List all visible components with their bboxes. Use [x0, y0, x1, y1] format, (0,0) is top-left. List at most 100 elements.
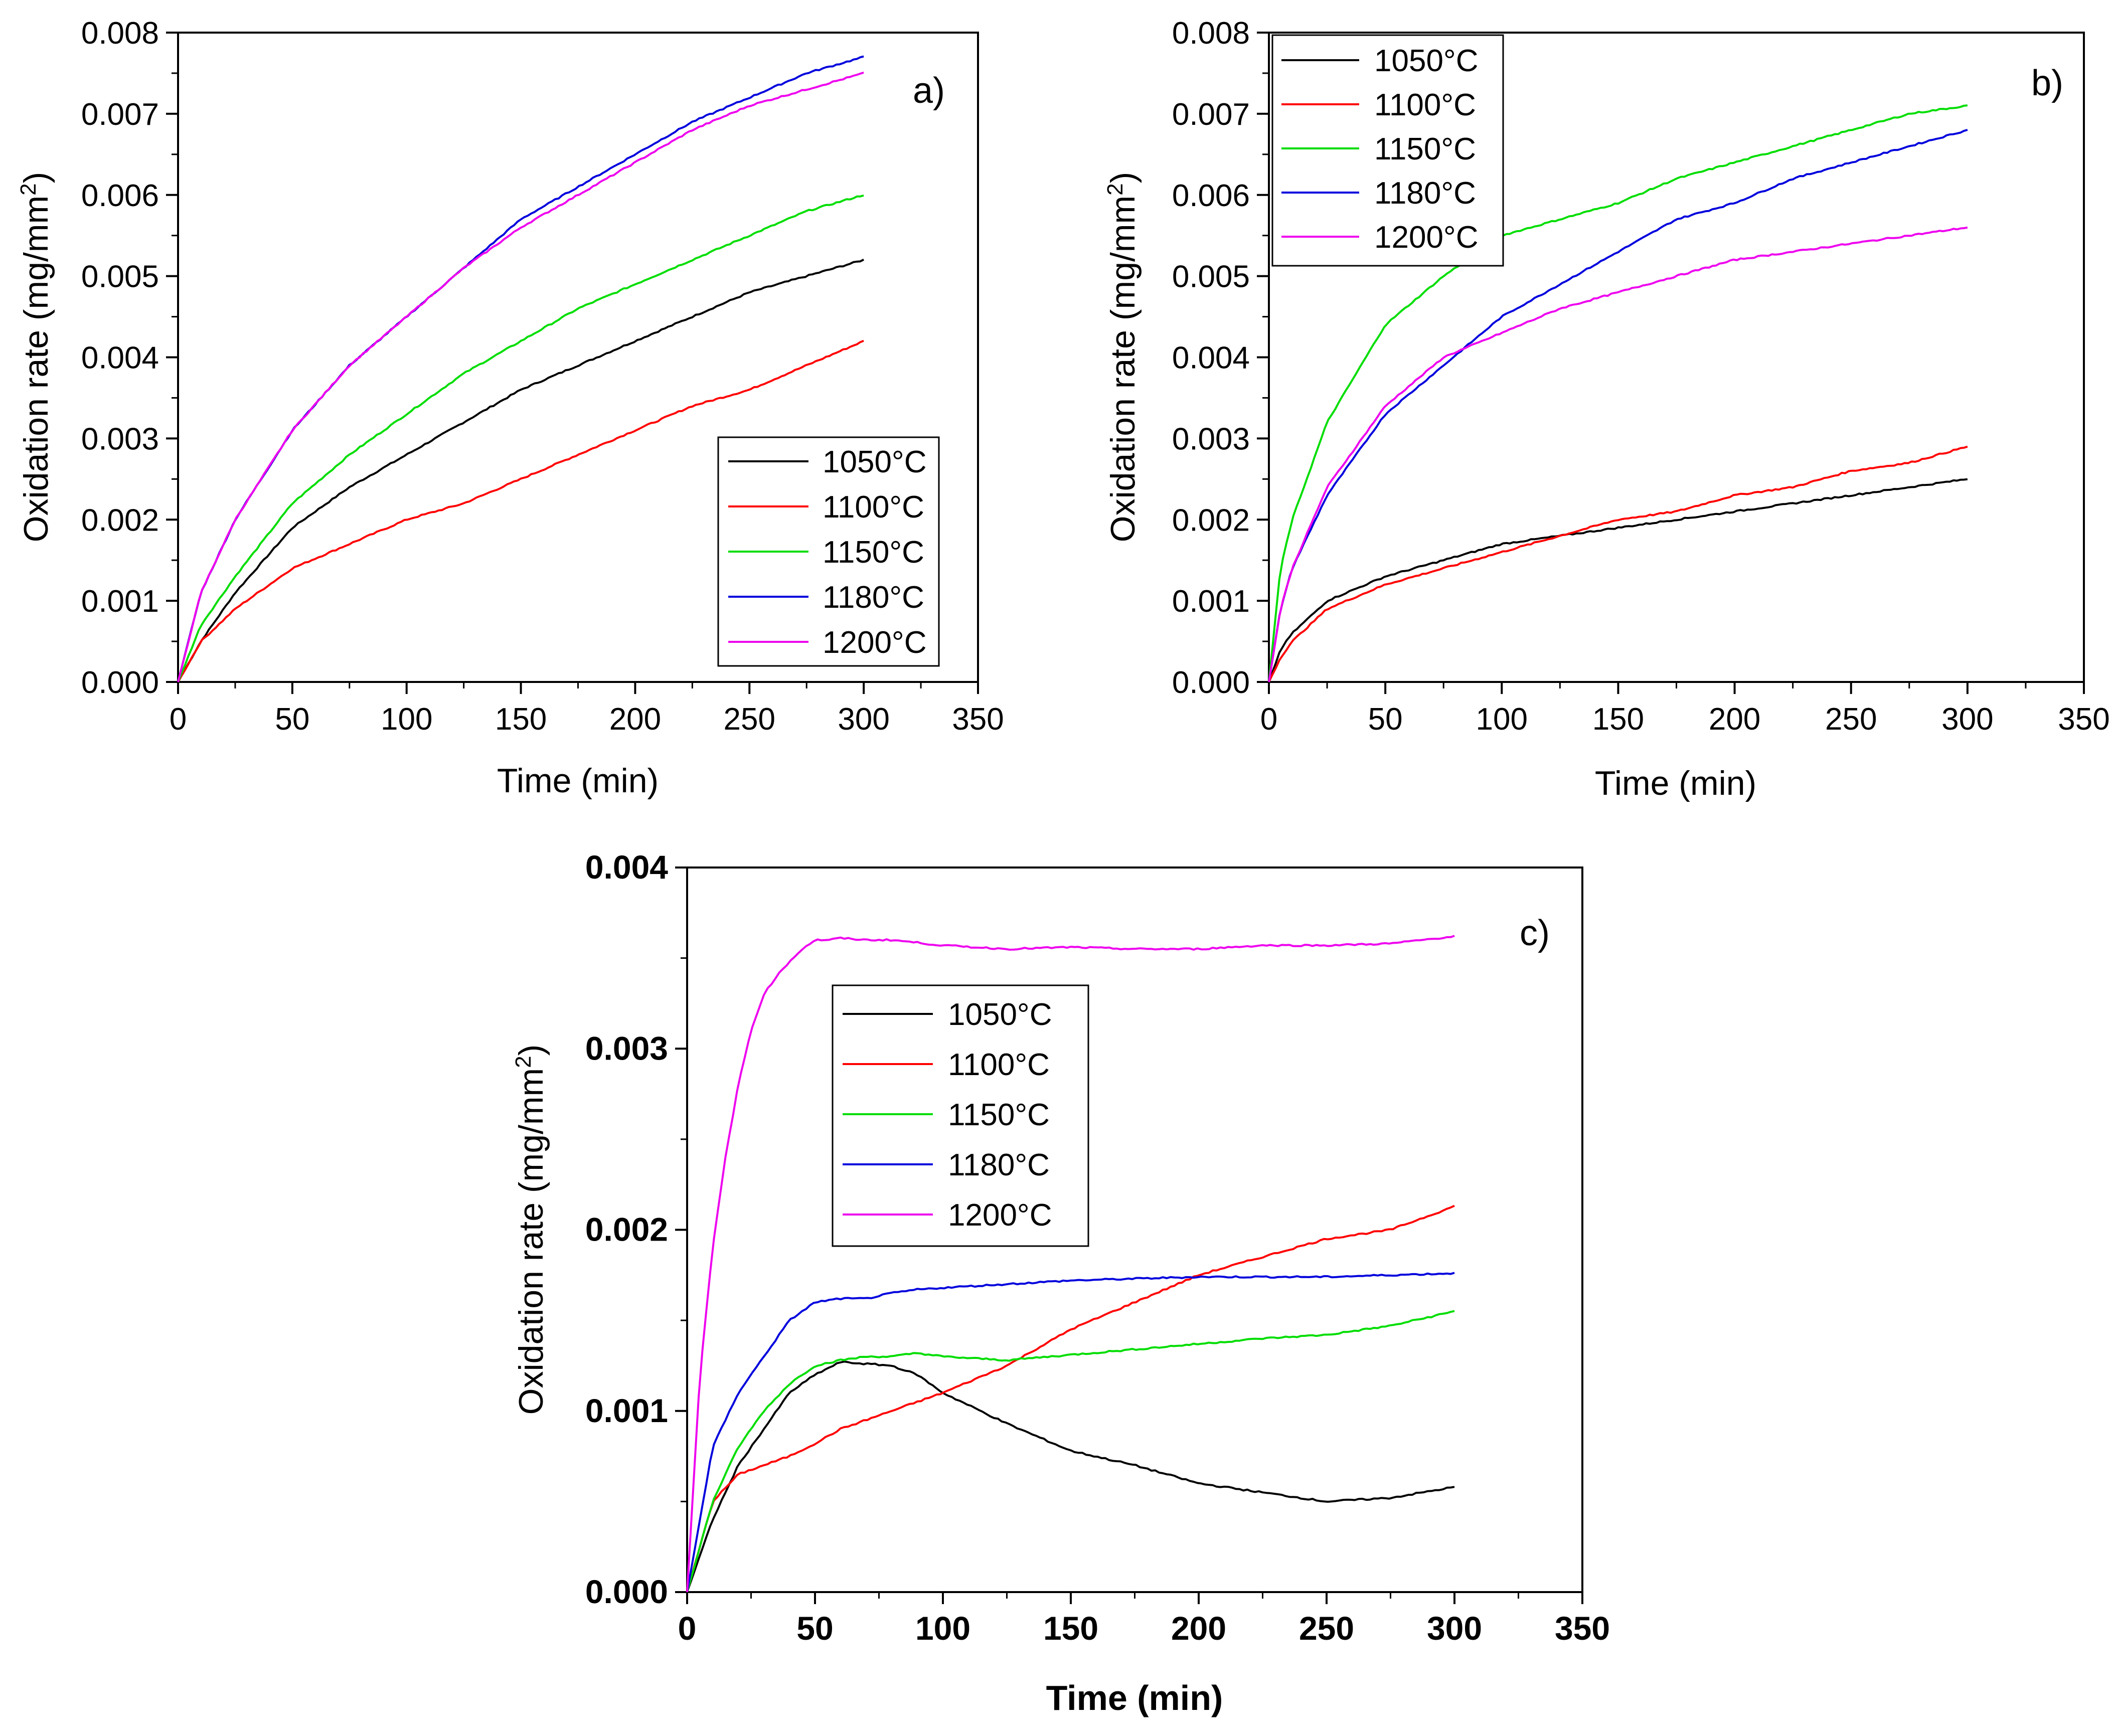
legend-c: 1050°C 1100°C 1150°C 1180°C 1200°C [832, 984, 1089, 1247]
legend-label-b-2: 1150°C [1374, 132, 1476, 166]
legend-label-a-2: 1150°C [823, 535, 924, 570]
legend-box-c [832, 984, 1089, 1247]
legend-label-a-3: 1180°C [823, 580, 924, 615]
y-tick-label-c-2: 0.002 [585, 1211, 668, 1248]
series-lines-c [686, 935, 1455, 1593]
series-line-b-1150 [1268, 104, 1968, 682]
chart-panel-c: 0 50 100 150 200 250 300 350 0.000 0.001 0.002 0.00… [511, 848, 1610, 1717]
x-tick-label-b-5: 250 [1825, 702, 1877, 737]
legend-items-a: 1050°C 1100°C 1150°C 1180°C 1200°C [728, 445, 927, 660]
x-tick-label-b-7: 350 [2058, 702, 2109, 737]
x-tick-label-a-2: 100 [381, 702, 432, 737]
x-tick-label-b-6: 300 [1941, 702, 1993, 737]
legend-b: 1050°C 1100°C 1150°C 1180°C 1200°C [1271, 34, 1504, 267]
series-line-c-1050 [686, 1360, 1455, 1593]
y-tick-label-c-3: 0.003 [585, 1029, 668, 1067]
series-line-c-1200 [686, 935, 1455, 1593]
y-tick-label-a-1: 0.001 [81, 584, 159, 619]
chart-panel-b: 0 50 100 150 200 250 300 350 0.000 0.001 0.002 0.00… [1103, 16, 2110, 802]
panel-label-c: c) [1520, 913, 1550, 953]
legend-items-b: 1050°C 1100°C 1150°C 1180°C 1200°C [1281, 44, 1479, 255]
y-tick-label-c-1: 0.001 [585, 1392, 668, 1429]
y-tick-label-a-6: 0.006 [81, 179, 159, 213]
y-axis-title-b-end: ) [1104, 172, 1142, 184]
legend-label-b-4: 1200°C [1374, 220, 1479, 255]
series-line-a-1200 [177, 71, 864, 682]
y-axis-title-c-end: ) [512, 1045, 550, 1056]
x-tick-label-b-0: 0 [1260, 702, 1277, 737]
y-tick-label-b-0: 0.000 [1172, 665, 1250, 700]
legend-label-c-1: 1100°C [948, 1048, 1050, 1082]
x-tick-label-c-1: 50 [796, 1610, 833, 1647]
legend-label-c-3: 1180°C [948, 1148, 1050, 1182]
y-tick-label-b-2: 0.002 [1172, 503, 1250, 538]
y-axis-title-b-main: Oxidation rate (mg/mm [1104, 196, 1142, 543]
series-line-a-1100 [177, 339, 864, 682]
y-tick-label-b-5: 0.005 [1172, 260, 1250, 294]
x-tick-label-a-1: 50 [275, 702, 309, 737]
x-tick-label-b-1: 50 [1368, 702, 1403, 737]
y-tick-label-a-7: 0.007 [81, 97, 159, 132]
x-tick-label-c-2: 100 [915, 1610, 970, 1647]
panel-label-b: b) [2031, 63, 2063, 103]
axis-ticks-c: 0 50 100 150 200 250 300 350 0.000 0.001 0.002 0.00… [585, 848, 1610, 1647]
series-line-b-1200 [1268, 226, 1968, 682]
y-axis-title-c-main: Oxidation rate (mg/mm [512, 1068, 550, 1415]
x-tick-label-c-0: 0 [678, 1610, 697, 1647]
y-axis-title-b: Oxidation rate (mg/mm2) [1103, 172, 1143, 543]
y-tick-label-a-5: 0.005 [81, 260, 159, 294]
y-tick-label-a-2: 0.002 [81, 503, 159, 538]
series-line-a-1150 [177, 194, 864, 682]
x-tick-label-b-4: 200 [1709, 702, 1760, 737]
legend-label-c-4: 1200°C [948, 1198, 1052, 1233]
y-axis-title-a-sup: 2 [16, 183, 41, 195]
x-axis-title-a: Time (min) [497, 762, 659, 800]
legend-box-b [1271, 34, 1504, 267]
axis-ticks-b: 0 50 100 150 200 250 300 350 0.000 0.001 0.002 0.00… [1172, 16, 2110, 737]
legend-label-a-4: 1200°C [823, 625, 927, 660]
x-tick-label-c-7: 350 [1555, 1610, 1610, 1647]
series-lines-b [1268, 104, 1968, 682]
y-axis-title-a-main: Oxidation rate (mg/mm [17, 196, 55, 543]
x-tick-label-a-5: 250 [724, 702, 775, 737]
y-axis-title-c-sup: 2 [511, 1056, 536, 1068]
y-tick-label-b-3: 0.003 [1172, 422, 1250, 456]
series-line-c-1100 [686, 1204, 1455, 1593]
series-lines-a [177, 55, 865, 682]
y-axis-title-a-end: ) [17, 172, 55, 184]
series-line-b-1180 [1268, 129, 1968, 682]
x-tick-label-a-6: 300 [838, 702, 889, 737]
plot-frame-c [686, 866, 1583, 1593]
panel-label-a: a) [913, 71, 945, 111]
y-axis-title-c: Oxidation rate (mg/mm2) [511, 1045, 551, 1415]
y-tick-label-c-0: 0.000 [585, 1573, 668, 1610]
chart-panel-a: 0 50 100 150 200 250 300 350 0.000 0.001 0.002 0.00… [16, 16, 1004, 800]
x-tick-label-c-4: 200 [1171, 1610, 1226, 1647]
y-tick-label-a-8: 0.008 [81, 16, 159, 51]
legend-label-a-0: 1050°C [823, 445, 927, 479]
y-tick-label-c-4: 0.004 [585, 848, 668, 886]
y-tick-label-b-1: 0.001 [1172, 584, 1250, 619]
y-tick-label-a-3: 0.003 [81, 422, 159, 456]
series-line-a-1050 [177, 258, 865, 682]
x-tick-label-b-3: 150 [1592, 702, 1644, 737]
x-tick-label-a-4: 200 [609, 702, 661, 737]
series-line-b-1100 [1268, 445, 1968, 682]
y-tick-label-b-6: 0.006 [1172, 179, 1250, 213]
axis-ticks-a: 0 50 100 150 200 250 300 350 0.000 0.001 0.002 0.00… [81, 16, 1004, 737]
series-line-c-1180 [686, 1272, 1455, 1593]
legend-label-b-0: 1050°C [1374, 44, 1479, 78]
x-axis-title-c: Time (min) [1046, 1678, 1223, 1717]
x-tick-label-a-7: 350 [952, 702, 1004, 737]
y-tick-label-b-7: 0.007 [1172, 97, 1250, 132]
x-tick-label-a-0: 0 [170, 702, 187, 737]
legend-label-b-3: 1180°C [1374, 176, 1476, 211]
y-axis-title-b-sup: 2 [1103, 183, 1127, 195]
legend-a: 1050°C 1100°C 1150°C 1180°C 1200°C [717, 436, 940, 667]
y-tick-label-a-0: 0.000 [81, 665, 159, 700]
series-line-b-1050 [1268, 478, 1968, 682]
x-tick-label-c-6: 300 [1427, 1610, 1482, 1647]
legend-items-c: 1050°C 1100°C 1150°C 1180°C 1200°C [843, 997, 1052, 1233]
legend-label-a-1: 1100°C [823, 490, 924, 525]
